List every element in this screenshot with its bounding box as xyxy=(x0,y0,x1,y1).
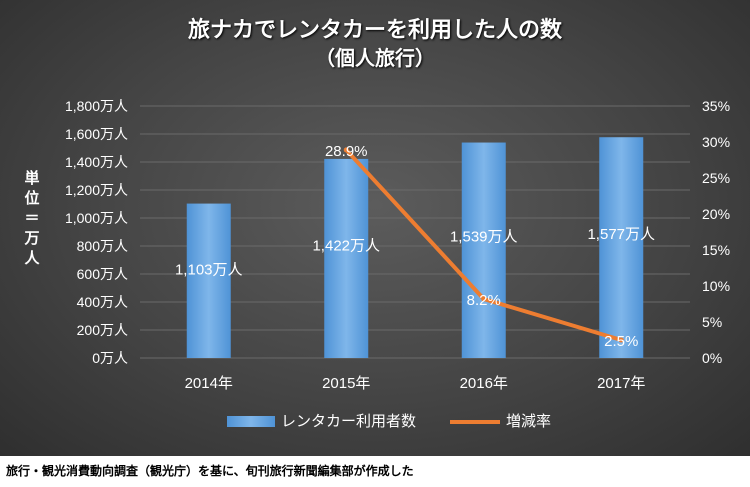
y-left-tick-label: 1,200万人 xyxy=(65,182,128,198)
x-tick-label: 2017年 xyxy=(597,375,645,392)
y-left-tick-label: 400万人 xyxy=(77,294,128,310)
bar xyxy=(324,158,369,358)
legend-bar-label: レンタカー利用者数 xyxy=(281,413,416,430)
bar-data-label: 1,103万人 xyxy=(175,262,243,279)
x-tick-label: 2015年 xyxy=(322,375,370,392)
bar xyxy=(599,137,644,358)
legend-bar-swatch xyxy=(227,416,275,427)
y-right-tick-label: 5% xyxy=(702,314,722,330)
x-tick-label: 2016年 xyxy=(460,375,508,392)
chart-plot: 0万人 200万人 400万人 600万人 800万人 1,000万人 1,200万人 1,4… xyxy=(65,98,730,430)
y-left-tick-label: 1,800万人 xyxy=(65,98,128,114)
chart-title: 旅ナカでレンタカーを利用した人の数 xyxy=(187,18,562,43)
y-left-tick-label: 800万人 xyxy=(77,238,128,254)
bar-data-label: 1,577万人 xyxy=(587,226,655,243)
chart-subtitle: （個人旅行） xyxy=(315,46,435,70)
growth-rate-label: 8.2% xyxy=(467,292,501,309)
growth-rate-label: 28.9% xyxy=(325,143,368,160)
y-left-tick-label: 200万人 xyxy=(77,322,128,338)
y-right-tick-label: 25% xyxy=(702,170,730,186)
bar-data-label: 1,539万人 xyxy=(450,229,518,246)
y-left-tick-label: 0万人 xyxy=(92,350,128,366)
growth-rate-point xyxy=(618,337,624,343)
chart-panel: 旅ナカでレンタカーを利用した人の数 （個人旅行） 単位＝万人 0万人 200万人 4… xyxy=(0,0,750,456)
y-left-tick-label: 1,000万人 xyxy=(65,210,128,226)
bar-data-label: 1,422万人 xyxy=(312,237,380,254)
y-right-tick-label: 30% xyxy=(702,134,730,150)
y-left-tick-label: 1,600万人 xyxy=(65,126,128,142)
source-caption: 旅行・観光消費動向調査（観光庁）を基に、旬刊旅行新聞編集部が作成した xyxy=(6,464,414,478)
growth-rate-point xyxy=(343,147,349,153)
growth-rate-point xyxy=(481,296,487,302)
growth-rate-label: 2.5% xyxy=(604,333,638,350)
x-tick-label: 2014年 xyxy=(185,375,233,392)
bar xyxy=(461,142,506,358)
y-axis-label: 単位＝万人 xyxy=(24,169,40,267)
y-right-tick-label: 10% xyxy=(702,278,730,294)
y-right-tick-label: 35% xyxy=(702,98,730,114)
legend-line-label: 増減率 xyxy=(506,413,551,430)
y-right-tick-label: 20% xyxy=(702,206,730,222)
bar xyxy=(186,203,231,358)
y-right-tick-label: 0% xyxy=(702,350,722,366)
y-right-tick-label: 15% xyxy=(702,242,730,258)
y-left-tick-label: 1,400万人 xyxy=(65,154,128,170)
y-left-tick-label: 600万人 xyxy=(77,266,128,282)
